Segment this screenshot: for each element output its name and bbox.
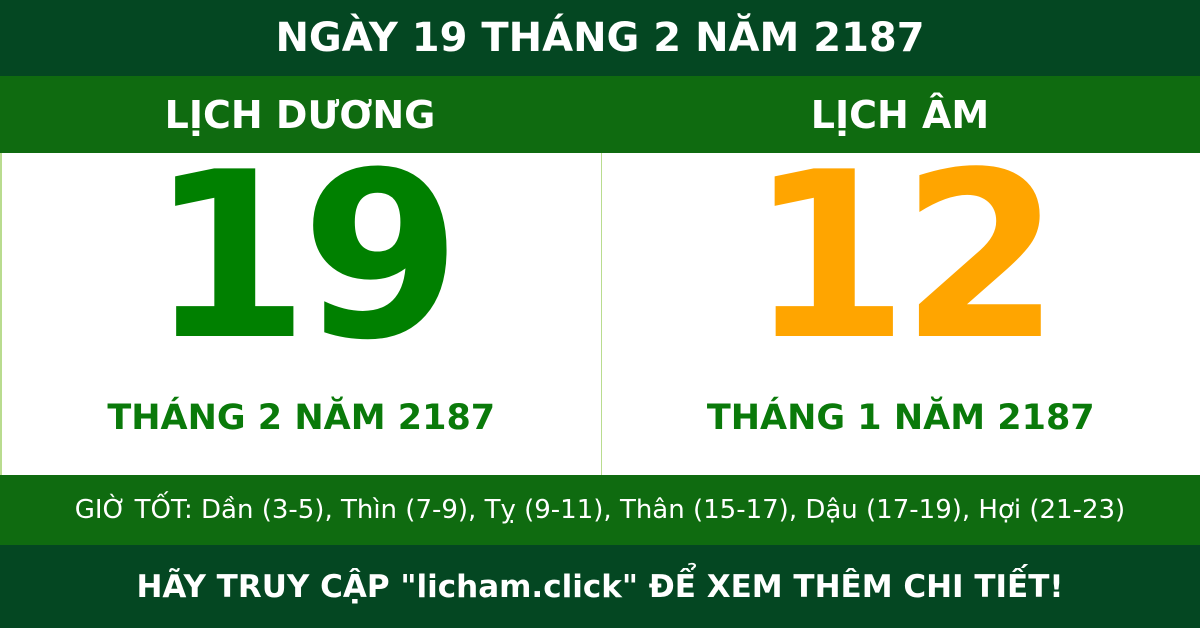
- solar-month-year: THÁNG 2 NĂM 2187: [107, 398, 496, 438]
- solar-day: 19: [149, 124, 461, 391]
- lunar-month-year: THÁNG 1 NĂM 2187: [706, 398, 1095, 438]
- good-hours: GIỜ TỐT: Dần (3-5), Thìn (7-9), Tỵ (9-11…: [0, 475, 1200, 545]
- solar-calendar-label: LỊCH DƯƠNG: [164, 92, 436, 137]
- calendar-body: 19 THÁNG 2 NĂM 2187 12 THÁNG 1 NĂM 2187: [0, 143, 1200, 475]
- lunar-column: 12 THÁNG 1 NĂM 2187: [602, 143, 1200, 475]
- page-title: NGÀY 19 THÁNG 2 NĂM 2187: [0, 0, 1200, 76]
- solar-column: 19 THÁNG 2 NĂM 2187: [2, 143, 602, 475]
- calendar-headers: LỊCH DƯƠNG LỊCH ÂM: [0, 76, 1200, 153]
- lunar-calendar-label: LỊCH ÂM: [810, 92, 990, 137]
- footer-cta: HÃY TRUY CẬP "licham.click" ĐỂ XEM THÊM …: [0, 545, 1200, 628]
- lunar-day: 12: [748, 124, 1061, 391]
